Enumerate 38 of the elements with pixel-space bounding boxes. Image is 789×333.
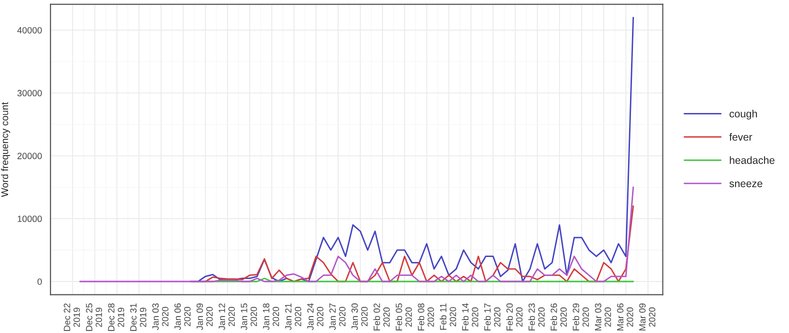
x-tick-label: Feb 14 2020	[462, 303, 478, 330]
x-tick-label: Jan 30 2020	[351, 303, 368, 330]
x-tick-label: Feb 02 2020	[373, 303, 390, 330]
x-tick-label: Jan 21 2020	[285, 303, 302, 330]
x-tick-label: Dec 22 2019	[64, 303, 80, 331]
x-tick-label: Jan 06 2020	[174, 303, 191, 330]
x-tick-label: Jan 18 2020	[262, 303, 280, 330]
x-tick-label: Jan 24 2020	[307, 303, 324, 330]
x-tick-label: Feb 05 2020	[396, 303, 412, 330]
legend-label: fever	[729, 133, 752, 141]
x-tick-label: Mar 03 2020	[594, 303, 612, 330]
x-tick-label: Mar 09 2020	[639, 303, 656, 330]
y-tick-label: 20000	[18, 152, 42, 160]
y-tick-label: 10000	[18, 216, 42, 222]
x-tick-label: Jan 03 2020	[152, 303, 168, 330]
x-tick-label: Dec 28 2019	[108, 303, 124, 331]
x-tick-label: Dec 31 2019	[130, 303, 146, 331]
x-tick-label: Feb 29 2020	[572, 303, 589, 330]
x-tick-label: Feb 20 2020	[506, 303, 523, 330]
y-axis-title: Word frequency count	[1, 102, 10, 197]
x-tick-label: Mar 06 2020	[617, 303, 634, 330]
x-tick-label: Jan 27 2020	[329, 303, 346, 330]
x-tick-label: Feb 17 2020	[484, 303, 500, 330]
y-tick-label: 30000	[17, 90, 42, 96]
line-series	[79, 186, 634, 282]
x-tick-label: Feb 26 2020	[550, 303, 567, 330]
legend-label: sneeze	[729, 181, 762, 188]
x-tick-label: Dec 25 2019	[86, 303, 102, 331]
x-tick-label: Feb 23 2020	[528, 303, 545, 330]
legend-label: headache	[730, 156, 774, 164]
x-tick-label: Feb 08 2020	[418, 303, 434, 330]
legend-label: cough	[730, 110, 757, 120]
x-tick-label: Jan 12 2020	[218, 303, 235, 330]
x-tick-label: Jan 15 2020	[240, 303, 257, 330]
y-tick-label: 40000	[17, 27, 42, 34]
x-tick-label: Feb 11 2020	[440, 303, 456, 330]
y-tick-label: 0	[37, 278, 42, 285]
x-tick-label: Jan 09 2020	[196, 303, 213, 330]
